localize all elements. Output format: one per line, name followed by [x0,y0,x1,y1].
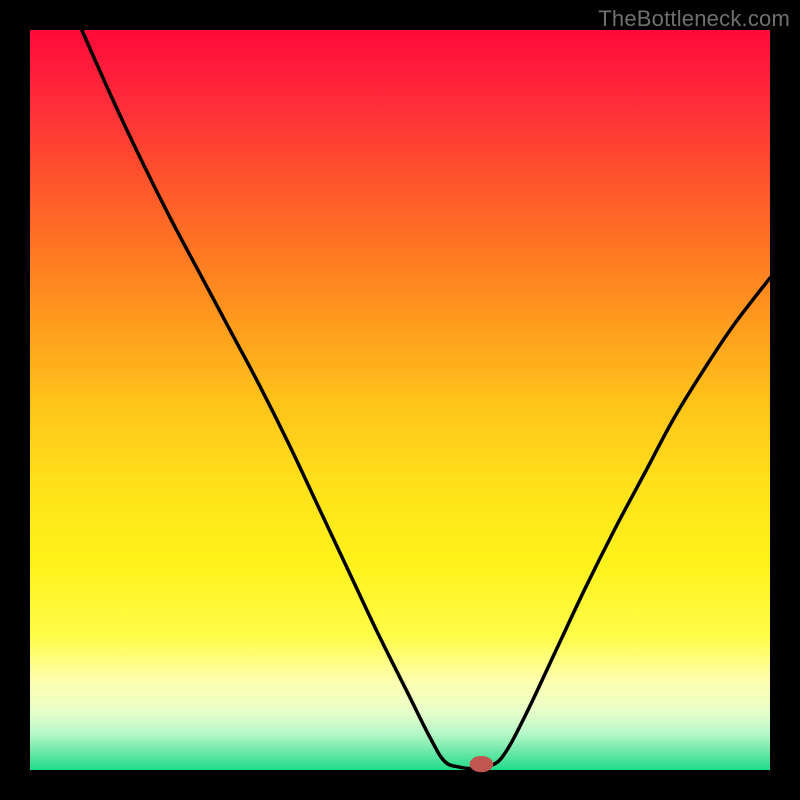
minimum-marker [470,756,494,772]
chart-canvas [0,0,800,800]
watermark-text: TheBottleneck.com [598,6,790,32]
bottleneck-chart: TheBottleneck.com [0,0,800,800]
plot-background [30,30,770,770]
